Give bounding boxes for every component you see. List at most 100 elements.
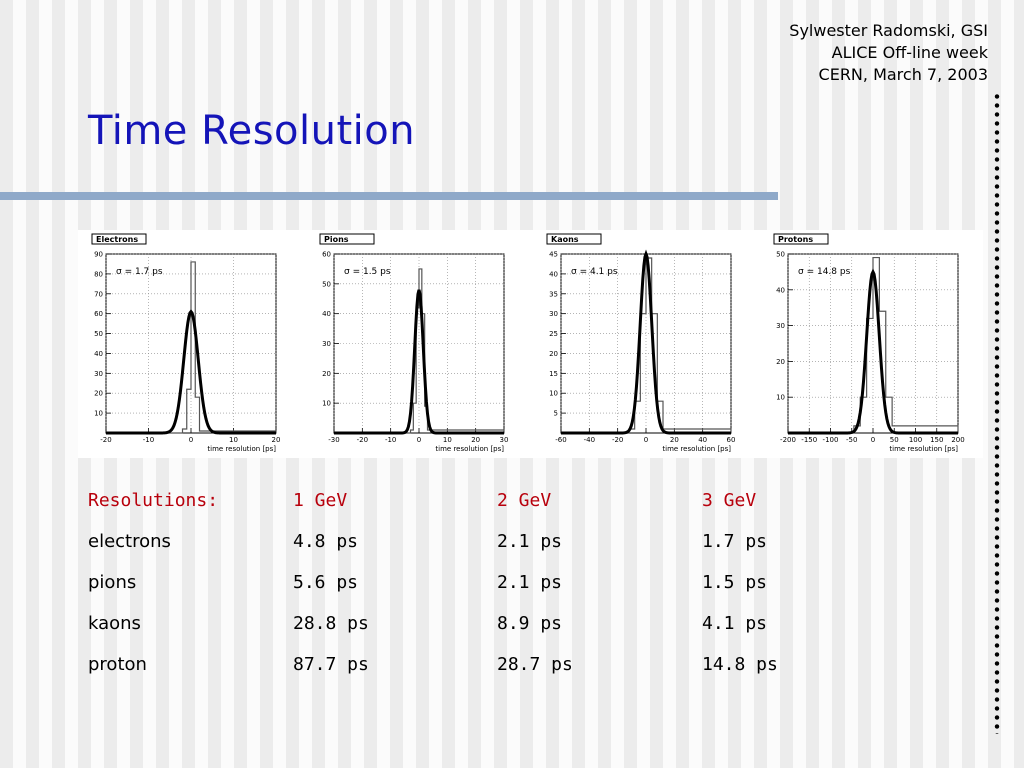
y-tick-label: 40 [322, 310, 331, 318]
x-axis-label: time resolution [ps] [889, 445, 958, 453]
y-tick-label: 30 [94, 370, 103, 378]
x-tick-label: 50 [890, 436, 899, 444]
y-tick-label: 60 [94, 310, 103, 318]
x-tick-label: 10 [443, 436, 452, 444]
table-cell: 87.7 ps [293, 654, 369, 675]
x-tick-label: -10 [143, 436, 154, 444]
plot-pions: Pions -30 -20 -10 0 10 20 30 10 20 30 40 50 60 σ = 1.5… [312, 230, 522, 458]
title-divider [0, 192, 778, 200]
x-tick-label: -10 [385, 436, 396, 444]
plot-tag: Electrons [96, 235, 138, 244]
author-line: Sylwester Radomski, GSI [789, 21, 988, 40]
x-tick-label: -20 [357, 436, 368, 444]
x-tick-label: 0 [417, 436, 421, 444]
x-axis-label: time resolution [ps] [662, 445, 731, 453]
x-tick-label: 150 [930, 436, 943, 444]
page-title: Time Resolution [88, 108, 416, 154]
y-tick-label: 50 [322, 280, 331, 288]
sigma-annotation: σ = 14.8 ps [798, 267, 851, 277]
gaussian-fit-curve [106, 309, 276, 435]
table-header-cell: 1 GeV [293, 490, 348, 511]
x-tick-label: 30 [500, 436, 509, 444]
histogram-pions: Pions -30 -20 -10 0 10 20 30 10 20 30 40 50 60 σ = 1.5… [319, 233, 509, 453]
table-cell: proton [88, 654, 147, 675]
table-cell: electrons [88, 531, 171, 552]
plot-tag: Protons [778, 235, 813, 244]
gaussian-fit-curve [561, 249, 731, 435]
event-line: ALICE Off-line week [831, 43, 988, 62]
dotted-border [994, 92, 1000, 734]
table-cell: 14.8 ps [702, 654, 778, 675]
x-tick-label: -50 [846, 436, 857, 444]
table-cell: 5.6 ps [293, 572, 359, 593]
plot-tag: Kaons [551, 235, 579, 244]
y-tick-label: 20 [94, 390, 103, 398]
y-tick-label: 20 [549, 350, 558, 358]
x-tick-label: 10 [229, 436, 238, 444]
x-tick-label: 40 [698, 436, 707, 444]
table-cell: 1.5 ps [702, 572, 768, 593]
table-header-cell: 2 GeV [497, 490, 552, 511]
y-tick-label: 40 [549, 270, 558, 278]
x-tick-label: 0 [644, 436, 648, 444]
place-date-line: CERN, March 7, 2003 [818, 65, 988, 84]
y-tick-label: 30 [549, 310, 558, 318]
y-tick-label: 10 [549, 390, 558, 398]
x-tick-label: -100 [823, 436, 839, 444]
y-tick-label: 20 [322, 370, 331, 378]
y-tick-label: 25 [549, 330, 558, 338]
table-cell: kaons [88, 613, 141, 634]
x-tick-label: -20 [100, 436, 111, 444]
y-tick-label: 20 [776, 358, 785, 366]
histogram-protons: Protons -200 -150 -100 -50 0 50 100 150 200 10 20 30… [773, 233, 965, 453]
y-tick-label: 30 [322, 340, 331, 348]
table-cell: 28.8 ps [293, 613, 369, 634]
x-tick-label: -60 [555, 436, 566, 444]
plots-panel: Electrons -20 -10 0 10 20 10 20 30 40 50 60 70 80 90 σ … [78, 230, 983, 458]
sigma-annotation: σ = 1.7 ps [116, 267, 163, 277]
x-tick-label: 200 [951, 436, 964, 444]
header-info: Sylwester Radomski, GSI ALICE Off-line w… [789, 20, 988, 86]
y-tick-label: 45 [549, 251, 558, 259]
x-tick-label: -20 [612, 436, 623, 444]
plot-tag-box [546, 233, 602, 245]
x-tick-label: -40 [584, 436, 595, 444]
plot-tag-box [91, 233, 147, 245]
histogram-line [106, 261, 277, 434]
x-axis-label: time resolution [ps] [435, 445, 504, 453]
plot-kaons: Kaons -60 -40 -20 0 20 40 60 5 10 15 20 25 30 35 40 45 σ … [539, 230, 749, 458]
y-tick-label: 15 [549, 370, 558, 378]
plot-electrons: Electrons -20 -10 0 10 20 10 20 30 40 50 60 70 80 90 σ … [84, 230, 294, 458]
x-tick-label: 60 [727, 436, 736, 444]
y-tick-label: 70 [94, 290, 103, 298]
y-tick-label: 40 [94, 350, 103, 358]
gaussian-fit-curve [788, 268, 958, 435]
y-tick-label: 90 [94, 251, 103, 259]
table-cell: 8.9 ps [497, 613, 563, 634]
plot-tag-box [773, 233, 829, 245]
table-header-cell: Resolutions: [88, 490, 219, 511]
histogram-electrons: Electrons -20 -10 0 10 20 10 20 30 40 50 60 70 80 90 σ … [91, 233, 280, 453]
table-cell: 4.8 ps [293, 531, 359, 552]
y-tick-label: 10 [776, 394, 785, 402]
x-tick-label: -150 [801, 436, 817, 444]
y-tick-label: 60 [322, 251, 331, 259]
x-tick-label: 20 [471, 436, 480, 444]
table-cell: 2.1 ps [497, 531, 563, 552]
y-tick-label: 50 [776, 251, 785, 259]
y-tick-label: 10 [94, 410, 103, 418]
table-header-cell: 3 GeV [702, 490, 757, 511]
x-tick-label: 0 [189, 436, 193, 444]
y-tick-label: 10 [322, 400, 331, 408]
table-cell: 1.7 ps [702, 531, 768, 552]
x-axis-label: time resolution [ps] [207, 445, 276, 453]
y-tick-label: 5 [554, 410, 558, 418]
x-tick-label: 0 [871, 436, 875, 444]
table-cell: 2.1 ps [497, 572, 563, 593]
x-tick-label: 100 [909, 436, 922, 444]
x-tick-label: -30 [328, 436, 339, 444]
table-cell: 28.7 ps [497, 654, 573, 675]
table-cell: pions [88, 572, 137, 593]
y-tick-label: 80 [94, 270, 103, 278]
x-tick-label: 20 [670, 436, 679, 444]
